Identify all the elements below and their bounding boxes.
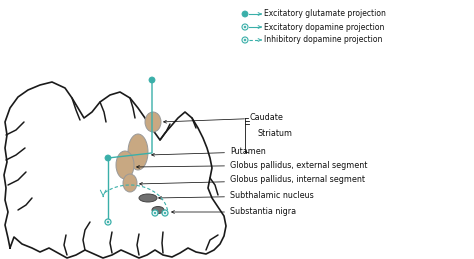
Text: Inhibitory dopamine projection: Inhibitory dopamine projection (264, 35, 383, 45)
Text: Globus pallidus, internal segment: Globus pallidus, internal segment (140, 176, 365, 185)
Text: Excitatory dopamine projection: Excitatory dopamine projection (264, 23, 384, 32)
Ellipse shape (152, 206, 164, 213)
Circle shape (242, 37, 248, 43)
Text: Striatum: Striatum (258, 130, 293, 139)
Ellipse shape (145, 112, 161, 132)
Text: Excitatory glutamate projection: Excitatory glutamate projection (264, 10, 386, 18)
Circle shape (244, 39, 246, 41)
Text: Substantia nigra: Substantia nigra (172, 207, 296, 217)
Text: Caudate: Caudate (164, 113, 284, 123)
Circle shape (164, 212, 166, 214)
Ellipse shape (139, 194, 157, 202)
Circle shape (149, 77, 155, 83)
Circle shape (105, 155, 111, 161)
Circle shape (244, 26, 246, 28)
Circle shape (154, 212, 156, 214)
Circle shape (152, 210, 158, 216)
Circle shape (242, 11, 248, 17)
Circle shape (105, 219, 111, 225)
Circle shape (107, 221, 109, 223)
Ellipse shape (128, 134, 148, 170)
Circle shape (162, 210, 168, 216)
Text: Putamen: Putamen (152, 147, 266, 156)
Text: Globus pallidus, external segment: Globus pallidus, external segment (137, 161, 367, 169)
Ellipse shape (116, 151, 134, 179)
Ellipse shape (123, 174, 137, 192)
Text: Subthalamic nucleus: Subthalamic nucleus (159, 191, 314, 200)
Circle shape (242, 24, 248, 30)
